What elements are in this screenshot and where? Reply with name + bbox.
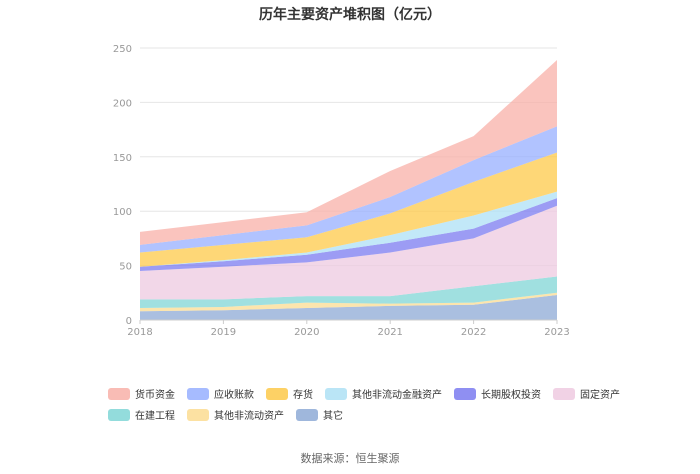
legend-label: 货币资金 bbox=[135, 390, 175, 401]
y-tick-label: 50 bbox=[119, 262, 132, 273]
chart-title: 历年主要资产堆积图（亿元） bbox=[259, 7, 441, 23]
legend-swatch bbox=[296, 408, 318, 421]
legend-swatch bbox=[187, 387, 209, 400]
legend-swatch bbox=[266, 387, 288, 400]
legend-item[interactable]: 其他非流动金融资产 bbox=[325, 386, 442, 401]
legend-item[interactable]: 固定资产 bbox=[553, 386, 620, 401]
legend-item[interactable]: 长期股权投资 bbox=[454, 386, 541, 401]
data-source: 数据来源：恒生聚源 bbox=[300, 452, 400, 465]
legend-item[interactable]: 存货 bbox=[266, 386, 313, 401]
x-tick-label: 2021 bbox=[377, 327, 402, 338]
area-series bbox=[140, 198, 557, 272]
legend-label: 应收账款 bbox=[214, 390, 254, 401]
chart-legend: 货币资金 应收账款 存货 其他非流动金融资产 长期股权投资 固定资产在建工程 其他非流动资产… bbox=[108, 386, 628, 422]
legend-item[interactable]: 其他非流动资产 bbox=[187, 407, 284, 422]
legend-swatch bbox=[454, 387, 476, 400]
legend-item[interactable]: 其它 bbox=[296, 407, 343, 422]
area-series bbox=[140, 292, 557, 312]
legend-label: 其他非流动金融资产 bbox=[352, 390, 442, 401]
legend-label: 在建工程 bbox=[135, 411, 175, 422]
area-series bbox=[140, 59, 557, 245]
legend-label: 其它 bbox=[323, 411, 343, 422]
y-tick-label: 200 bbox=[113, 98, 132, 109]
area-series bbox=[140, 294, 557, 320]
x-tick-label: 2022 bbox=[461, 327, 486, 338]
legend-label: 固定资产 bbox=[580, 390, 620, 401]
x-tick-label: 2023 bbox=[544, 327, 569, 338]
y-tick-label: 100 bbox=[113, 207, 132, 218]
area-series bbox=[140, 205, 557, 300]
legend-label: 长期股权投资 bbox=[481, 390, 541, 401]
y-tick-label: 150 bbox=[113, 153, 132, 164]
legend-label: 存货 bbox=[293, 390, 313, 401]
x-tick-label: 2018 bbox=[127, 327, 152, 338]
legend-item[interactable]: 货币资金 bbox=[108, 386, 175, 401]
legend-label: 其他非流动资产 bbox=[214, 411, 284, 422]
x-tick-label: 2020 bbox=[294, 327, 319, 338]
legend-swatch bbox=[108, 408, 130, 421]
legend-swatch bbox=[325, 387, 347, 400]
legend-item[interactable]: 在建工程 bbox=[108, 407, 175, 422]
legend-swatch bbox=[108, 387, 130, 400]
legend-swatch bbox=[553, 387, 575, 400]
area-series bbox=[140, 152, 557, 267]
x-tick-label: 2019 bbox=[211, 327, 236, 338]
y-tick-label: 250 bbox=[113, 44, 132, 55]
area-series bbox=[140, 276, 557, 309]
legend-item[interactable]: 应收账款 bbox=[187, 386, 254, 401]
legend-swatch bbox=[187, 408, 209, 421]
chart-plot: 0 50 100 150 200 250 2018 2019 2020 2021 2022 2023 bbox=[113, 44, 570, 338]
y-tick-label: 0 bbox=[126, 316, 132, 327]
